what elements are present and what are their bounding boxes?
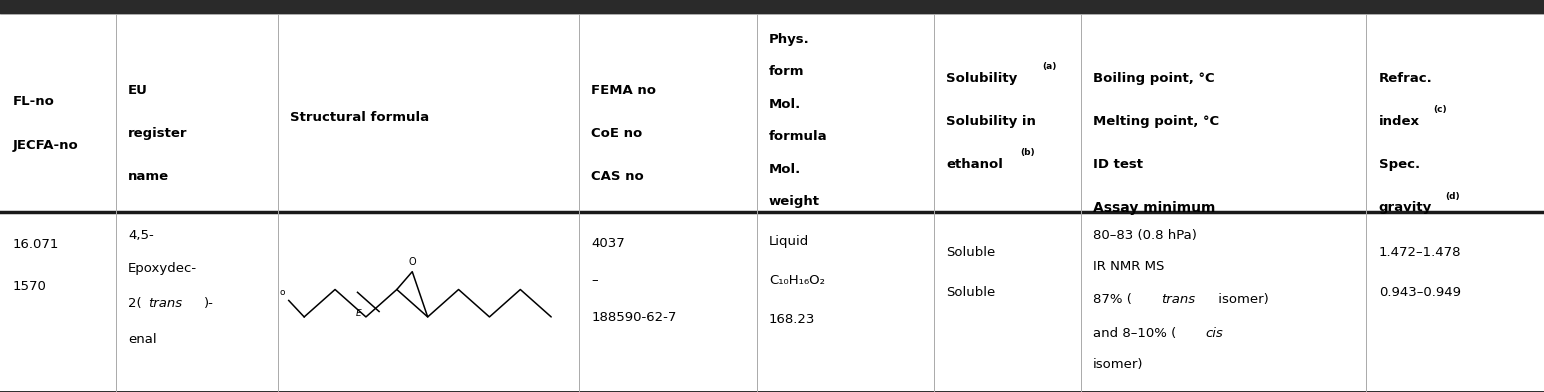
Text: Solubility: Solubility	[946, 72, 1017, 85]
Text: (d): (d)	[1445, 192, 1459, 200]
Text: Spec.: Spec.	[1379, 158, 1420, 171]
Text: (c): (c)	[1433, 105, 1447, 114]
Text: Soluble: Soluble	[946, 285, 996, 299]
Text: FEMA no: FEMA no	[591, 83, 656, 97]
Text: O: O	[409, 257, 415, 267]
Text: FL-no: FL-no	[12, 95, 54, 109]
Text: o: o	[279, 288, 286, 296]
Text: 0.943–0.949: 0.943–0.949	[1379, 285, 1461, 299]
Text: index: index	[1379, 115, 1420, 128]
Text: 1.472–1.478: 1.472–1.478	[1379, 246, 1461, 260]
Text: )-: )-	[204, 297, 213, 310]
Text: (a): (a)	[1042, 62, 1056, 71]
Text: Assay minimum: Assay minimum	[1093, 201, 1215, 215]
Text: Mol.: Mol.	[769, 163, 801, 176]
Text: Melting point, °C: Melting point, °C	[1093, 115, 1220, 128]
Text: weight: weight	[769, 195, 820, 209]
Text: trans: trans	[148, 297, 182, 310]
Text: 4,5-: 4,5-	[128, 229, 154, 242]
Text: 80–83 (0.8 hPa): 80–83 (0.8 hPa)	[1093, 229, 1197, 242]
Text: Soluble: Soluble	[946, 246, 996, 260]
Text: 87% (: 87% (	[1093, 293, 1132, 307]
Text: cis: cis	[1206, 327, 1223, 340]
Text: 16.071: 16.071	[12, 238, 59, 252]
Text: name: name	[128, 170, 170, 183]
Text: gravity: gravity	[1379, 201, 1431, 214]
Text: ethanol: ethanol	[946, 158, 1004, 171]
Text: CoE no: CoE no	[591, 127, 642, 140]
Text: E: E	[355, 309, 361, 318]
Text: 4037: 4037	[591, 236, 625, 250]
Text: Mol.: Mol.	[769, 98, 801, 111]
Text: trans: trans	[1161, 293, 1195, 307]
Text: –: –	[591, 274, 598, 287]
Text: 188590-62-7: 188590-62-7	[591, 311, 676, 324]
Text: C₁₀H₁₆O₂: C₁₀H₁₆O₂	[769, 274, 824, 287]
Text: Refrac.: Refrac.	[1379, 72, 1433, 85]
Text: Solubility in: Solubility in	[946, 115, 1036, 128]
Text: IR NMR MS: IR NMR MS	[1093, 260, 1164, 273]
Text: Phys.: Phys.	[769, 33, 809, 46]
Text: EU: EU	[128, 83, 148, 97]
Text: 2(: 2(	[128, 297, 142, 310]
Text: and 8–10% (: and 8–10% (	[1093, 327, 1177, 340]
Text: ID test: ID test	[1093, 158, 1143, 171]
Text: 168.23: 168.23	[769, 313, 815, 326]
Text: 1570: 1570	[12, 279, 46, 293]
Text: register: register	[128, 127, 188, 140]
Text: CAS no: CAS no	[591, 170, 644, 183]
Text: JECFA-no: JECFA-no	[12, 138, 79, 152]
Text: Epoxydec-: Epoxydec-	[128, 262, 198, 275]
Text: isomer): isomer)	[1093, 358, 1144, 371]
Text: form: form	[769, 65, 804, 78]
Text: (b): (b)	[1021, 149, 1034, 157]
Text: formula: formula	[769, 130, 828, 143]
Text: Structural formula: Structural formula	[290, 111, 429, 124]
Text: enal: enal	[128, 332, 157, 346]
Text: isomer): isomer)	[1214, 293, 1268, 307]
Text: Boiling point, °C: Boiling point, °C	[1093, 72, 1215, 85]
Text: Liquid: Liquid	[769, 234, 809, 248]
Bar	[0, 0, 1544, 14]
